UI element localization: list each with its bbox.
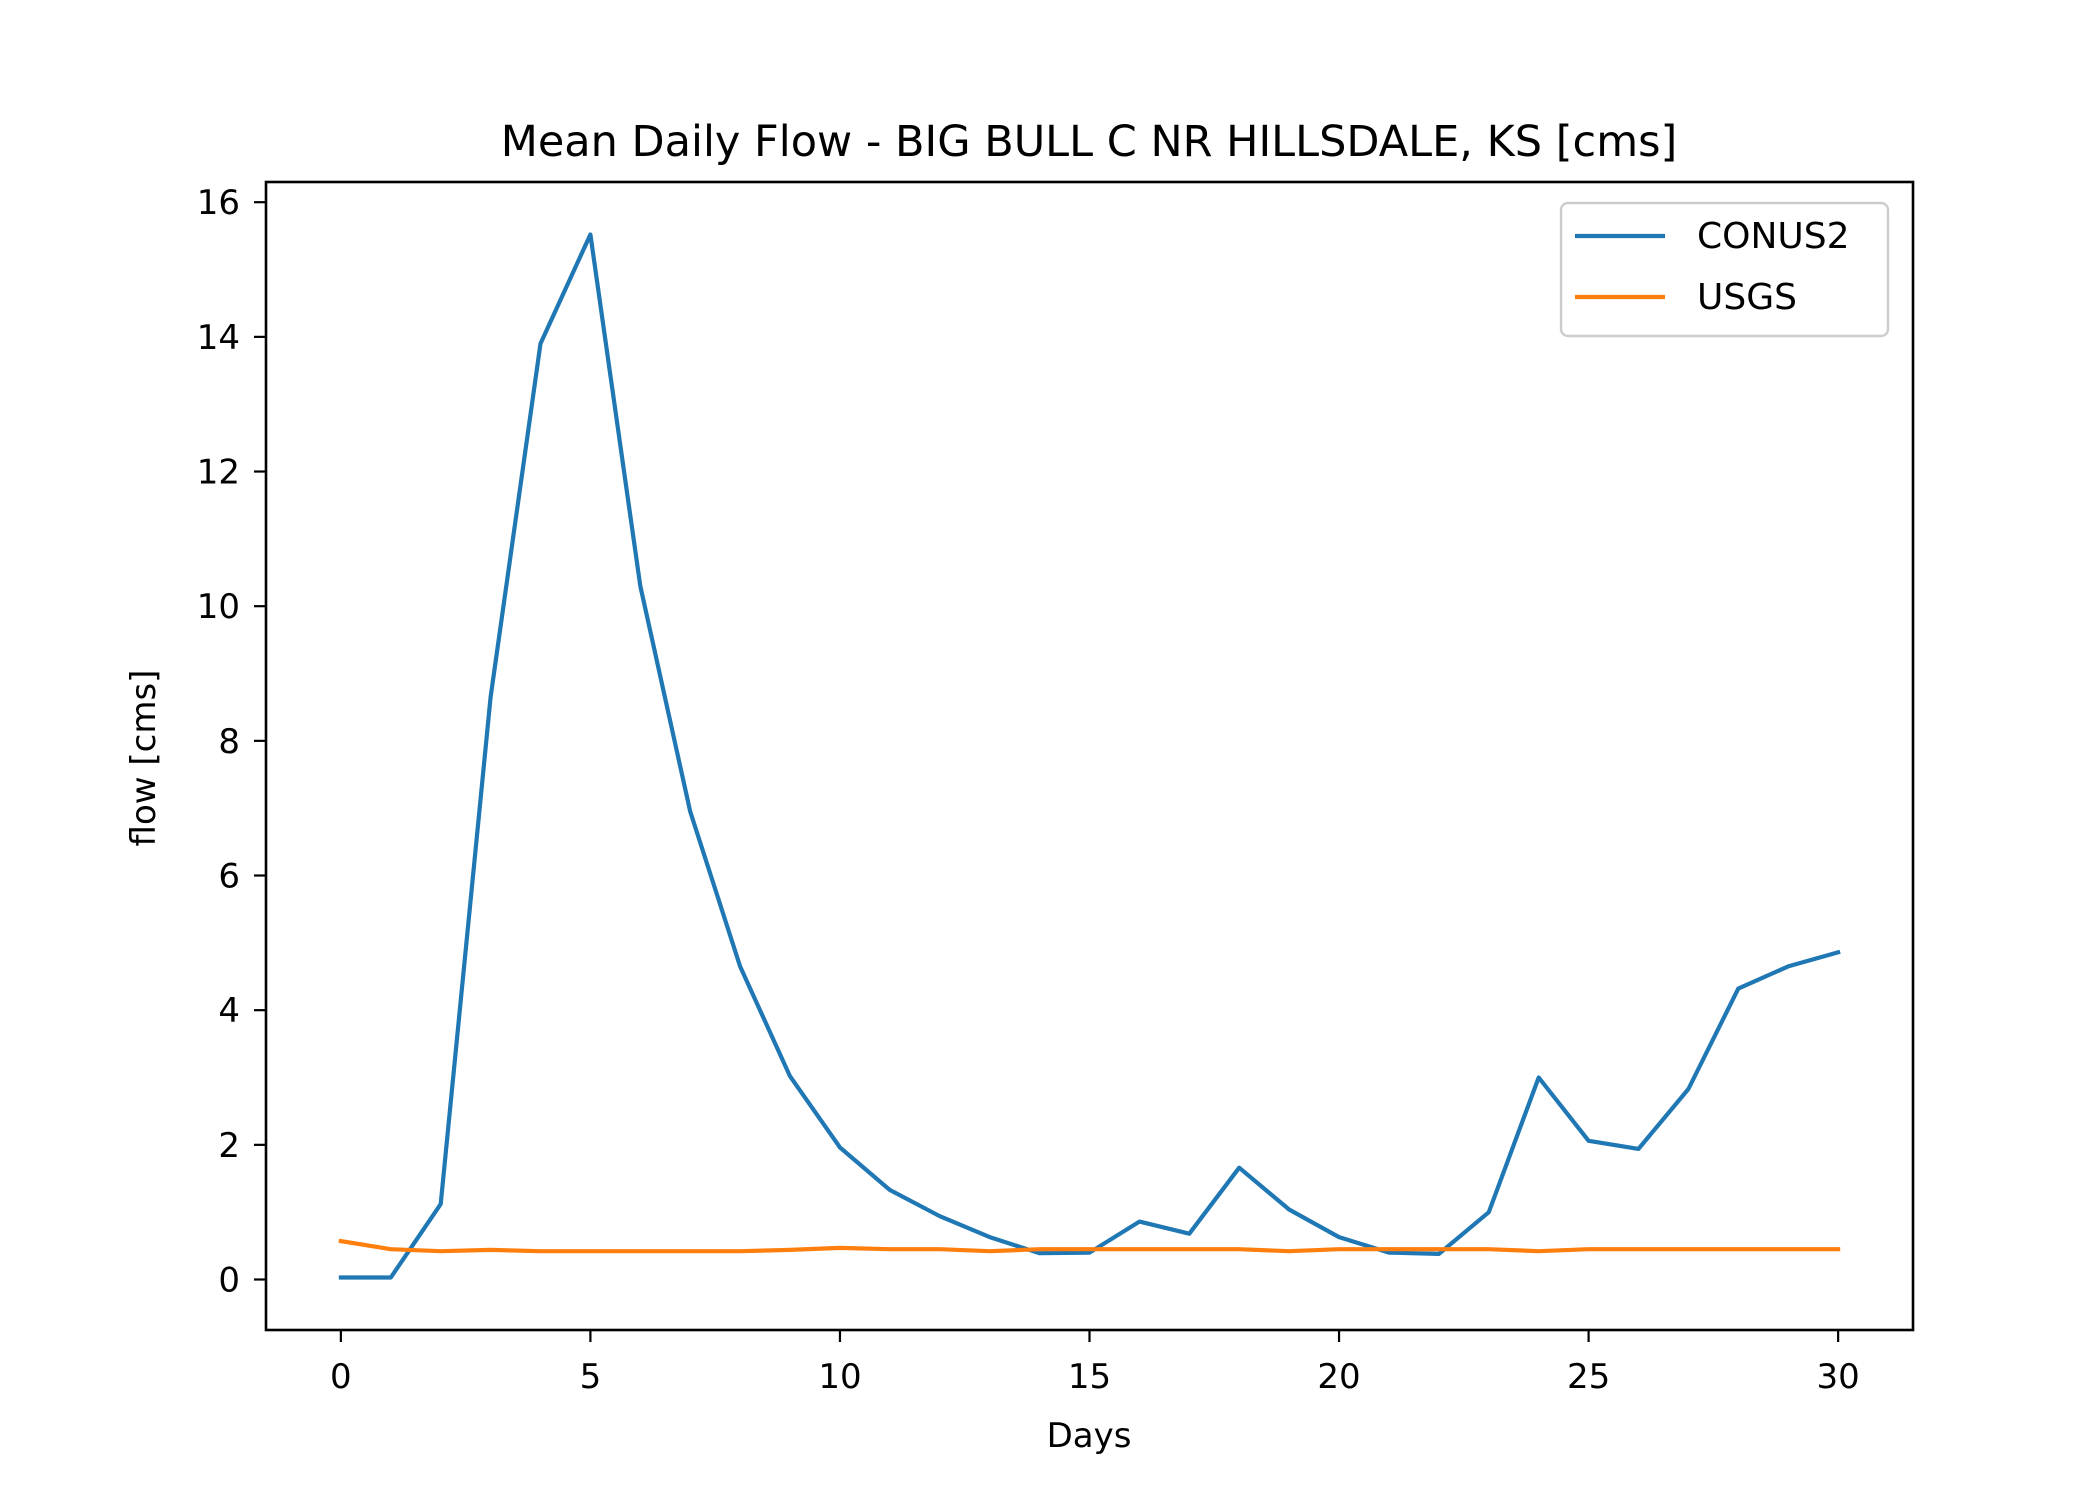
- y-tick-label-8: 8: [218, 722, 240, 762]
- y-tick-label-0: 0: [218, 1261, 240, 1301]
- legend: CONUS2 USGS: [1559, 201, 1890, 338]
- x-tick-label-20: 20: [1317, 1357, 1360, 1397]
- series-line-usgs: [338, 1238, 1841, 1254]
- x-axis-label: Days: [1047, 1416, 1132, 1456]
- x-tick-label-25: 25: [1567, 1357, 1610, 1397]
- y-tick-label-4: 4: [218, 991, 240, 1031]
- chart-title: Mean Daily Flow - BIG BULL C NR HILLSDAL…: [501, 117, 1678, 167]
- x-tick-label-30: 30: [1817, 1357, 1860, 1397]
- legend-label-conus2: CONUS2: [1697, 216, 1850, 257]
- series-line-conus2: [338, 232, 1841, 1280]
- y-axis-label: flow [cms]: [124, 670, 164, 847]
- y-tick-label-10: 10: [197, 587, 240, 627]
- x-tick-label-15: 15: [1068, 1357, 1111, 1397]
- y-tick-label-14: 14: [197, 318, 240, 358]
- x-tick-label-0: 0: [330, 1357, 352, 1397]
- y-tick-label-12: 12: [197, 453, 240, 493]
- y-tick-label-6: 6: [218, 857, 240, 897]
- axes-frame: [264, 180, 1915, 1332]
- y-tick-label-2: 2: [218, 1126, 240, 1166]
- x-tick-label-10: 10: [818, 1357, 861, 1397]
- y-tick-label-16: 16: [197, 183, 240, 223]
- legend-label-usgs: USGS: [1697, 277, 1797, 318]
- plot-area: 0 5 10 15 20 25 30 0 2 4 6 8 10 12 14 16: [197, 180, 1915, 1397]
- x-tick-label-5: 5: [580, 1357, 602, 1397]
